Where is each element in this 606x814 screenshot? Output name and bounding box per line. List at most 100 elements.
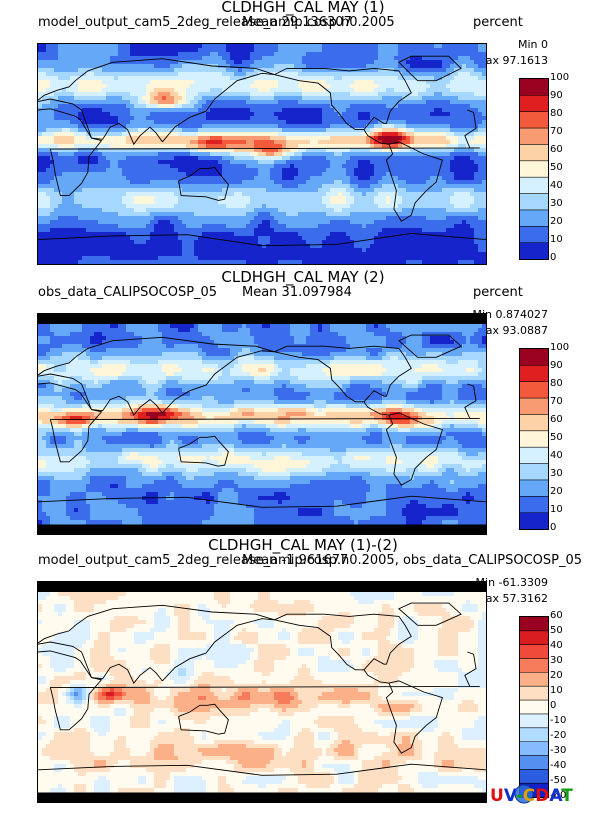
coastline-0 (37, 604, 275, 682)
min-value: Min 0.874027 (472, 308, 548, 321)
dataset-name: model_output_cam5_2deg_release_amip.cosp… (38, 553, 583, 568)
colorbar-segment (520, 242, 548, 259)
colorbar-tick-label: 50 (550, 625, 563, 636)
colorbar-segment (520, 713, 548, 729)
panel-model: CLDHGH_CAL MAY (1) model_output_cam5_2de… (0, 0, 606, 270)
coastline-5 (274, 74, 364, 131)
colorbar-tick-label: 10 (550, 685, 563, 696)
colorbar-segment (520, 349, 548, 366)
colorbar-tick-label: 60 (550, 144, 563, 155)
units-label: percent (473, 285, 523, 300)
colorbar-segment (520, 658, 548, 673)
colorbar-segment (520, 365, 548, 383)
logo-text: UV-CDAT (490, 786, 573, 806)
panel-title: CLDHGH_CAL MAY (1)-(2) (208, 536, 398, 554)
colorbar-tick-label: 100 (550, 342, 570, 353)
colorbar-canvas (520, 349, 548, 529)
colorbar-segment (520, 430, 548, 448)
colorbar-tick-label: 30 (550, 198, 563, 209)
colorbar-segment (520, 144, 548, 162)
colorbar-tick-label: 60 (550, 414, 563, 425)
coastline-6 (385, 141, 443, 222)
coastline-6 (385, 680, 443, 754)
colorbar-tick-label: 0 (550, 252, 557, 263)
colorbar-tick-label: 40 (550, 450, 563, 461)
panel-diff: CLDHGH_CAL MAY (1)-(2) model_output_cam5… (0, 536, 606, 808)
colorbar-tick-label: 100 (550, 72, 570, 83)
colorbar-segment (520, 160, 548, 178)
colorbar-tick-label: 20 (550, 670, 563, 681)
coastline-4 (274, 613, 412, 684)
colorbar-segment (520, 700, 548, 715)
coastline-3 (178, 166, 229, 201)
uvcdat-logo: UV-CDAT (488, 782, 574, 806)
map-plot (37, 313, 487, 535)
colorbar-segment (520, 226, 548, 243)
colorbar-tick-label: 10 (550, 234, 563, 245)
uvcdat-logo-icon: UV-CDAT (490, 784, 573, 806)
coastline-0 (37, 336, 275, 414)
colorbar-segment (520, 769, 548, 784)
panel-title: CLDHGH_CAL MAY (2) (221, 268, 385, 286)
colorbar-tick-label: 40 (550, 180, 563, 191)
colorbar-tick-label: 90 (550, 90, 563, 101)
coastline-0 (37, 58, 275, 143)
colorbar-segment (520, 398, 548, 415)
colorbar-segment (520, 177, 548, 194)
coastline-2 (37, 108, 480, 197)
coastline-4 (274, 67, 412, 145)
coastline-1 (37, 373, 163, 416)
map-canvas (37, 44, 487, 265)
colorbar-ticks: 60 50 40 30 20 10 0 -10 -20 -30 -40 -50 -60 (550, 611, 590, 801)
colorbar-segment (520, 496, 548, 513)
colorbar-segment (520, 644, 548, 659)
coastline-3 (178, 435, 229, 467)
map-plot (37, 43, 487, 265)
colorbar-segment (520, 512, 548, 529)
coastline-1 (37, 98, 163, 146)
colorbar-segment (520, 617, 548, 632)
colorbar (519, 348, 549, 530)
colorbar-segment (520, 741, 548, 756)
colorbar-tick-label: 0 (550, 700, 557, 711)
colorbar-tick-label: 0 (550, 522, 557, 533)
colorbar-ticks: 100 90 80 70 60 50 40 30 20 10 0 (550, 73, 590, 263)
panel-obs: CLDHGH_CAL MAY (2) obs_data_CALIPSOCOSP_… (0, 268, 606, 540)
dataset-name: model_output_cam5_2deg_release_amip.cosp… (38, 15, 395, 30)
colorbar-tick-label: -30 (550, 745, 567, 756)
coastline-7 (398, 334, 462, 358)
colorbar-segment (520, 755, 548, 770)
colorbar-tick-label: -50 (550, 775, 567, 786)
colorbar-segment (520, 209, 548, 227)
map-canvas (37, 582, 487, 802)
colorbar-tick-label: 50 (550, 162, 563, 173)
colorbar-segment (520, 79, 548, 96)
coastline-8 (37, 495, 487, 508)
colorbar-tick-label: 70 (550, 126, 563, 137)
coastline-2 (37, 382, 480, 463)
mean-value: Mean 31.097984 (242, 285, 352, 300)
coastline-7 (398, 55, 462, 82)
coastline-2 (37, 650, 480, 731)
map-plot (37, 581, 487, 803)
max-value: Max 93.0887 (476, 324, 548, 337)
colorbar-tick-label: 60 (550, 610, 563, 621)
colorbar-tick-label: 80 (550, 108, 563, 119)
coastline-6 (385, 412, 443, 486)
colorbar-tick-label: 20 (550, 486, 563, 497)
colorbar-tick-label: -20 (550, 730, 567, 741)
colorbar-segment (520, 463, 548, 481)
colorbar-segment (520, 630, 548, 645)
colorbar-tick-label: 50 (550, 432, 563, 443)
colorbar-segment (520, 672, 548, 687)
units-label: percent (473, 15, 523, 30)
colorbar-segment (520, 193, 548, 211)
map-canvas (37, 314, 487, 534)
colorbar (519, 616, 549, 798)
coastline-8 (37, 232, 487, 247)
colorbar-segment (520, 111, 548, 129)
coastline-8 (37, 763, 487, 776)
colorbar-tick-label: 30 (550, 468, 563, 479)
colorbar-tick-label: 80 (550, 378, 563, 389)
colorbar-segment (520, 686, 548, 701)
